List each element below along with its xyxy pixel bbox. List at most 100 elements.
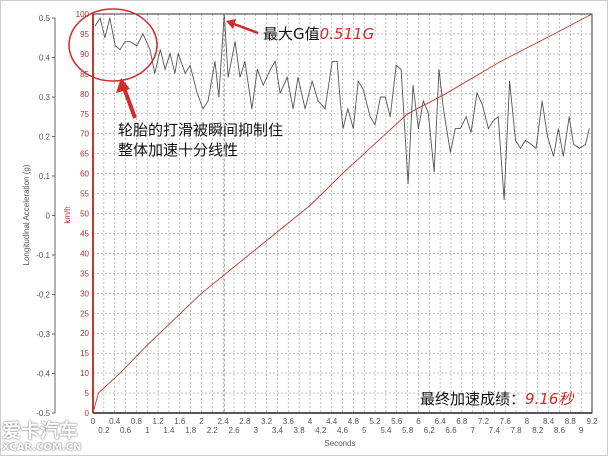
acceleration-point — [503, 199, 505, 201]
acceleration-point — [470, 132, 472, 133]
x-tick-label: 0.4 — [109, 417, 121, 426]
acceleration-point — [476, 92, 478, 94]
result-label: 最终加速成绩： — [420, 390, 526, 408]
acceleration-point — [251, 108, 253, 110]
acceleration-point — [304, 108, 306, 110]
acceleration-point — [418, 128, 419, 130]
acceleration-point — [454, 128, 456, 130]
acceleration-point — [279, 92, 281, 94]
acceleration-point — [588, 128, 590, 130]
acceleration-point — [244, 61, 246, 62]
watermark-logo: 爱卡汽车 XCAR.COM.CN — [2, 420, 82, 454]
x-tick-label: 5.8 — [402, 426, 414, 435]
y2-tick-label: 60 — [80, 170, 89, 179]
result-annotation: 最终加速成绩：9.16秒 — [420, 388, 573, 409]
acceleration-point — [422, 100, 424, 102]
max-g-label: 最大G值 — [263, 25, 320, 43]
x-tick-label: 4 — [308, 417, 313, 426]
x-tick-label: 3.8 — [294, 426, 306, 435]
x-tick-labels: 00.20.40.60.811.21.41.61.822.22.42.62.83… — [91, 417, 598, 435]
acceleration-point — [214, 61, 216, 62]
y2-tick-label: 30 — [80, 289, 89, 298]
acceleration-point — [189, 65, 191, 66]
acceleration-point — [129, 41, 131, 43]
acceleration-point — [433, 171, 435, 173]
speed-point — [98, 392, 99, 394]
speed-line — [92, 13, 593, 414]
acceleration-point — [142, 33, 144, 35]
x-tick-label: 3.2 — [261, 417, 273, 426]
speed-point — [445, 93, 446, 95]
acceleration-point — [442, 108, 444, 110]
y2-axis-label: km/h — [63, 206, 72, 223]
acceleration-point — [184, 72, 186, 74]
acceleration-point — [311, 80, 313, 82]
x-tick-label: 8.2 — [532, 426, 544, 435]
acceleration-point — [347, 108, 349, 110]
acceleration-point — [274, 61, 276, 62]
x-tick-label: 8.8 — [565, 417, 577, 426]
acceleration-point — [482, 104, 483, 106]
x-tick-label: 6.8 — [456, 417, 468, 426]
y2-tick-label: 80 — [80, 90, 89, 99]
acceleration-point — [342, 128, 344, 130]
acceleration-point — [317, 100, 319, 102]
y-tick-label: -0.5 — [36, 409, 50, 418]
acceleration-point — [104, 37, 106, 39]
x-tick-label: 1.8 — [185, 426, 197, 435]
y2-tick-label: 90 — [80, 50, 89, 59]
x-tick-label: 0.6 — [120, 426, 132, 435]
max-g-annotation: 最大G值0.511G — [263, 23, 374, 44]
speed-point — [92, 412, 94, 414]
acceleration-point — [99, 17, 101, 19]
acceleration-point — [535, 147, 537, 149]
acceleration-point — [164, 68, 166, 70]
acceleration-point — [202, 108, 204, 110]
x-tick-label: 7.8 — [511, 426, 523, 435]
acceleration-point — [568, 116, 570, 118]
acceleration-point — [530, 144, 532, 145]
x-tick-label: 5.6 — [391, 417, 403, 426]
slip-highlight-circle — [68, 8, 158, 82]
x-tick-label: 5.4 — [380, 426, 392, 435]
acceleration-point — [562, 155, 564, 157]
y-tick-label: 0.1 — [39, 172, 51, 181]
speed-point — [342, 173, 343, 175]
y-tick-labels: 0.5 0.4 0.3 0.2 0.1 0 -0.1 -0.2 -0.3 -0.4 -0.5 — [36, 14, 55, 418]
speed-point — [407, 113, 408, 115]
x-tick-label: 9 — [579, 426, 584, 435]
slip-note-line1: 轮胎的打滑被瞬间抑制住 — [118, 121, 284, 139]
y-tick-label: -0.1 — [36, 251, 50, 260]
acceleration-point — [438, 68, 440, 70]
acceleration-point — [149, 49, 151, 50]
acceleration-point — [515, 140, 516, 141]
y-tick-label: 0.5 — [39, 14, 51, 23]
acceleration-point — [262, 84, 264, 86]
x-tick-label: 2.2 — [207, 426, 219, 435]
y2-tick-label: 65 — [80, 150, 89, 159]
acceleration-point — [585, 144, 586, 145]
y-tick-label: 0 — [46, 212, 51, 221]
acceleration-point — [362, 88, 364, 90]
y-tick-label: -0.3 — [36, 330, 50, 339]
acceleration-point — [579, 147, 580, 149]
axes — [54, 13, 593, 414]
speed-point — [553, 33, 555, 35]
slip-note: 轮胎的打滑被瞬间抑制住 整体加速十分线性 — [118, 120, 283, 160]
y2-tick-label: 40 — [80, 249, 89, 258]
acceleration-point — [94, 25, 96, 27]
acceleration-point — [541, 100, 543, 102]
acceleration-point — [547, 136, 548, 137]
x-tick-label: 3.6 — [283, 417, 295, 426]
acceleration-point — [557, 128, 559, 130]
acceleration-point — [336, 61, 338, 62]
acceleration-point — [109, 17, 111, 19]
acceleration-point — [218, 96, 220, 98]
acceleration-point — [573, 144, 574, 145]
acceleration-point — [492, 120, 494, 122]
acceleration-point — [427, 112, 429, 114]
acceleration-point — [400, 68, 402, 70]
acceleration-point — [553, 155, 554, 157]
acceleration-point — [520, 147, 521, 149]
x-tick-label: 2.8 — [239, 417, 251, 426]
